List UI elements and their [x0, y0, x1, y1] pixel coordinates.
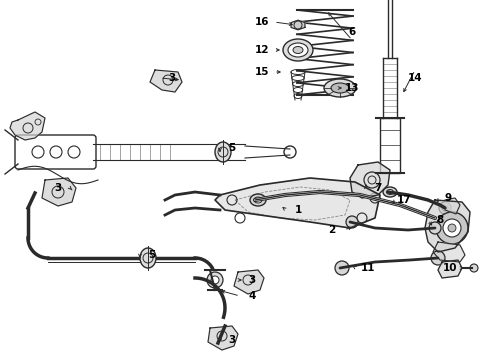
Circle shape: [211, 276, 219, 284]
Ellipse shape: [383, 187, 397, 197]
Text: 16: 16: [255, 17, 269, 27]
Polygon shape: [150, 70, 182, 92]
Ellipse shape: [215, 142, 231, 162]
Text: 9: 9: [444, 193, 452, 203]
Circle shape: [346, 216, 358, 228]
Text: 12: 12: [255, 45, 269, 55]
Polygon shape: [433, 242, 465, 262]
Polygon shape: [42, 178, 76, 206]
Text: 15: 15: [255, 67, 269, 77]
Text: 13: 13: [345, 83, 359, 93]
Ellipse shape: [331, 83, 349, 93]
Text: 5: 5: [228, 143, 236, 153]
Text: 3: 3: [248, 275, 256, 285]
Circle shape: [470, 264, 478, 272]
Text: 10: 10: [443, 263, 457, 273]
Circle shape: [335, 261, 349, 275]
Text: 3: 3: [54, 183, 62, 193]
Ellipse shape: [283, 39, 313, 61]
Text: 2: 2: [328, 225, 336, 235]
Text: 5: 5: [148, 250, 156, 260]
Ellipse shape: [324, 79, 356, 97]
Polygon shape: [234, 270, 264, 294]
Text: 11: 11: [361, 263, 375, 273]
Text: 8: 8: [437, 215, 443, 225]
Ellipse shape: [254, 197, 262, 203]
Text: 14: 14: [408, 73, 422, 83]
Text: 6: 6: [348, 27, 356, 37]
Ellipse shape: [288, 43, 308, 57]
Circle shape: [448, 224, 456, 232]
Polygon shape: [10, 112, 45, 140]
Text: 17: 17: [397, 195, 411, 205]
Circle shape: [443, 219, 461, 237]
Polygon shape: [291, 20, 305, 30]
Text: 4: 4: [248, 291, 256, 301]
Text: 1: 1: [294, 205, 302, 215]
Circle shape: [429, 222, 441, 234]
Circle shape: [436, 212, 468, 244]
Text: 7: 7: [374, 183, 382, 193]
Ellipse shape: [250, 194, 266, 206]
Ellipse shape: [293, 46, 303, 54]
Ellipse shape: [140, 248, 156, 268]
Polygon shape: [438, 260, 462, 278]
Circle shape: [207, 272, 223, 288]
Polygon shape: [350, 162, 390, 198]
Circle shape: [439, 202, 451, 214]
Polygon shape: [215, 178, 380, 228]
Ellipse shape: [387, 189, 393, 194]
Polygon shape: [445, 198, 460, 214]
Text: 3: 3: [228, 335, 236, 345]
Polygon shape: [425, 200, 470, 252]
Bar: [380, 118, 400, 173]
Circle shape: [431, 251, 445, 265]
Circle shape: [442, 205, 448, 211]
Polygon shape: [208, 326, 238, 350]
Text: 3: 3: [169, 73, 175, 83]
